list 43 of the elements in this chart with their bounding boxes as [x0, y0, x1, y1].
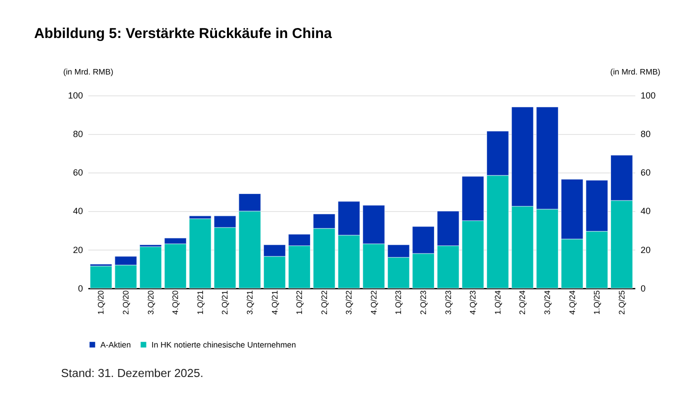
legend-label: In HK notierte chinesische Unternehmen: [152, 340, 296, 350]
x-tick-label: 1.Q/25: [592, 290, 602, 315]
x-tick-label: 3.Q/20: [146, 290, 156, 315]
y2-tick-label: 0: [640, 283, 646, 294]
x-tick-label: 1.Q/23: [394, 290, 404, 315]
y-axis-title: (in Mrd. RMB): [63, 67, 114, 76]
x-tick-label: 4.Q/21: [270, 290, 280, 315]
y2-tick-label: 60: [640, 168, 651, 178]
x-tick-label: 3.Q/24: [542, 290, 552, 315]
y-tick-label: 40: [72, 206, 83, 216]
legend-label: A-Aktien: [100, 340, 131, 350]
x-tick-label: 2.Q/24: [518, 290, 528, 315]
x-tick-label: 2.Q/23: [419, 290, 428, 315]
y-tick-label: 80: [72, 129, 83, 140]
text: Stand: 31. Dezember 2025.: [60, 366, 204, 380]
x-tick-label: 3.Q/22: [344, 290, 354, 315]
x-tick-label: 2.Q/21: [220, 290, 230, 315]
x-tick-label: 2.Q/25: [617, 290, 626, 315]
bar: [140, 246, 162, 288]
y-tick-label: 0: [78, 283, 83, 294]
y-tick-label: 20: [72, 244, 83, 255]
x-tick-label: 4.Q/23: [468, 290, 478, 315]
x-tick-label: 1.Q/24: [493, 290, 502, 315]
x-tick-label: 3.Q/21: [245, 290, 254, 315]
y2-tick-label: 40: [640, 206, 651, 216]
y2-axis-title: (in Mrd. RMB): [610, 67, 661, 76]
x-tick-label: 4.Q/24: [568, 290, 577, 315]
y2-tick-label: 100: [640, 90, 656, 101]
y2-tick-label: 80: [640, 129, 651, 140]
y2-tick-label: 20: [640, 244, 651, 255]
x-tick-label: 3.Q/23: [444, 290, 453, 315]
x-tick-label: 1.Q/22: [295, 290, 304, 315]
y-tick-label: 100: [68, 90, 83, 101]
chart-title: Abbildung 5: Verstärkte Rückkäufe in China: [34, 26, 333, 42]
x-tick-label: 4.Q/22: [369, 290, 378, 315]
bar: [90, 266, 112, 288]
x-tick-label: 2.Q/22: [320, 290, 329, 315]
x-tick-label: 1.Q/20: [96, 290, 106, 315]
bar: [189, 218, 212, 288]
y-tick-label: 60: [72, 168, 83, 178]
x-tick-label: 1.Q/21: [196, 290, 205, 315]
x-tick-label: 4.Q/20: [171, 290, 180, 315]
x-tick-label: 2.Q/20: [121, 290, 130, 315]
